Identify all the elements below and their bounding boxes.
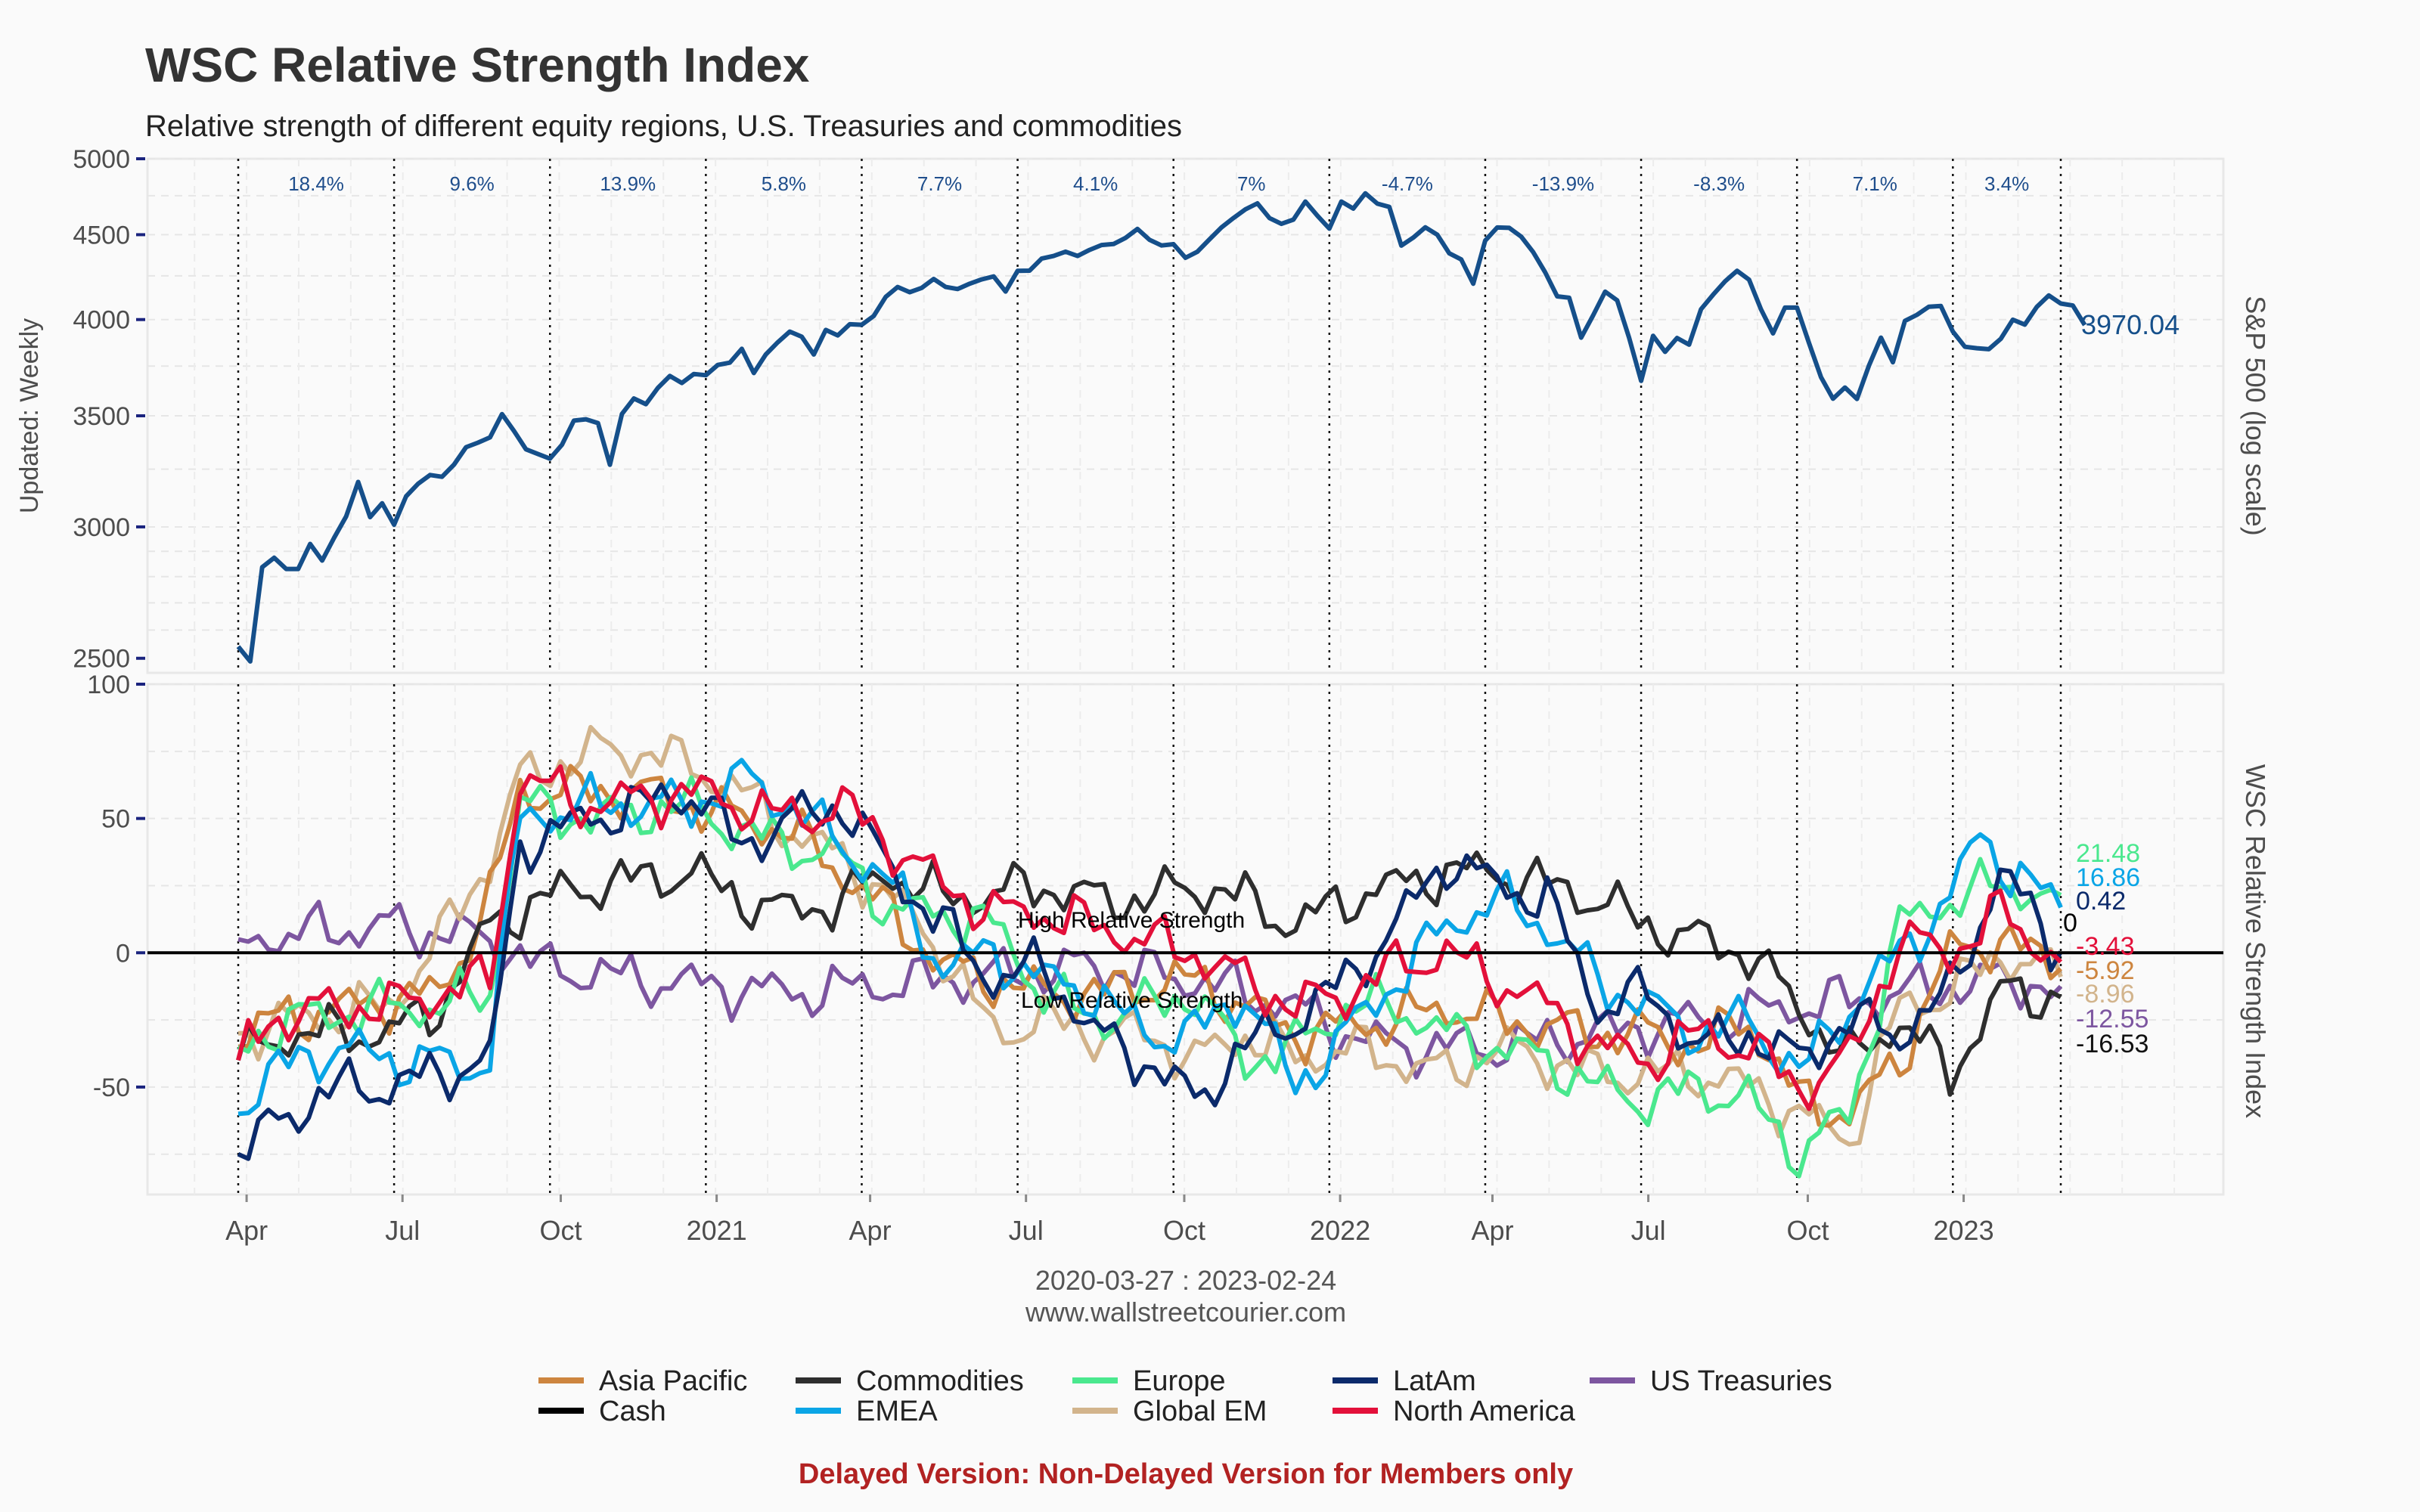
quarter-return-label: 9.6%: [450, 172, 495, 195]
x-tick-label: Oct: [1163, 1215, 1205, 1246]
low-strength-annotation: Low Relative Strength: [1021, 988, 1243, 1013]
chart-title: WSC Relative Strength Index: [145, 38, 810, 92]
x-tick-label: Apr: [849, 1215, 892, 1246]
x-tick-label: Oct: [1786, 1215, 1829, 1246]
y-tick-label: 5000: [73, 145, 130, 174]
last-value-europe: 21.48: [2076, 839, 2140, 868]
last-value-north-america: -3.43: [2076, 932, 2135, 961]
series-line-europe: [237, 775, 2062, 1179]
x-tick-label: Jul: [385, 1215, 420, 1246]
panel-background: [146, 683, 2225, 1196]
high-strength-annotation: High Relative Strength: [1018, 908, 1245, 933]
rsi-panel: -50 0 50 100 High Relative Strength Low Relat…: [87, 671, 2225, 1196]
quarter-return-label: 13.9%: [600, 172, 656, 195]
bottom-y-title: WSC Relative Strength Index: [2240, 764, 2271, 1118]
series-line-north-america: [236, 764, 2063, 1111]
quarter-return-label: 7.1%: [1853, 172, 1897, 195]
y-tick-label: 4500: [73, 221, 130, 249]
quarter-return-label: 4.1%: [1073, 172, 1118, 195]
y-tick-label: 3500: [73, 402, 130, 431]
y-tick-label: 2500: [73, 645, 130, 674]
quarter-return-label: -4.7%: [1382, 172, 1433, 195]
quarter-return-label: 7%: [1237, 172, 1266, 195]
x-tick-label: 2022: [1310, 1215, 1370, 1246]
quarter-return-label: -8.3%: [1693, 172, 1745, 195]
x-tick-label: Jul: [1631, 1215, 1666, 1246]
x-axis: Apr Jul Oct 2021 Apr Jul Oct 2022 Apr Jul Oct 2023: [225, 1194, 1994, 1246]
legend-label: EMEA: [856, 1396, 938, 1427]
last-value-cash: 0: [2063, 909, 2077, 937]
last-value-asia-pacific: -5.92: [2076, 956, 2135, 985]
quarter-return-label: 3.4%: [1984, 172, 2029, 195]
legend-label: North America: [1393, 1396, 1576, 1427]
quarter-return-label: -13.9%: [1532, 172, 1594, 195]
sp500-last-value: 3970.04: [2081, 309, 2180, 340]
x-tick-label: Apr: [225, 1215, 268, 1246]
y-tick-label: 50: [101, 805, 130, 834]
series-line-latam: [237, 782, 2063, 1161]
last-value-us-treasuries: -12.55: [2076, 1005, 2149, 1033]
legend-label: LatAm: [1393, 1365, 1476, 1397]
chart-subtitle: Relative strength of different equity re…: [145, 110, 1182, 143]
x-tick-label: Apr: [1471, 1215, 1513, 1246]
legend: Asia Pacific Commodities Europe LatAm US Tre…: [538, 1365, 1832, 1427]
y-tick-label: -50: [93, 1074, 130, 1102]
series-line-us-treasuries: [237, 900, 2063, 1080]
sp500-line: [236, 191, 2087, 664]
top-y-title: S&P 500 (log scale): [2240, 296, 2271, 536]
legend-label: Global EM: [1133, 1396, 1267, 1427]
members-notice: Delayed Version: Non-Delayed Version for…: [799, 1458, 1573, 1490]
last-value-emea: 16.86: [2076, 863, 2140, 892]
website-caption: www.wallstreetcourier.com: [1025, 1297, 1346, 1328]
last-value-commodities: -16.53: [2076, 1030, 2149, 1058]
y-tick-label: 3000: [73, 513, 130, 542]
series-line-commodities: [236, 850, 2062, 1097]
last-value-global-em: -8.96: [2076, 980, 2135, 1009]
quarter-return-label: 18.4%: [288, 172, 344, 195]
legend-label: US Treasuries: [1650, 1365, 1832, 1397]
quarter-return-label: 5.8%: [762, 172, 806, 195]
y-tick-label: 0: [116, 939, 130, 968]
x-tick-label: Jul: [1009, 1215, 1044, 1246]
x-tick-label: 2021: [687, 1215, 747, 1246]
legend-label: Commodities: [856, 1365, 1024, 1397]
y-tick-label: 100: [87, 671, 130, 699]
legend-label: Cash: [599, 1396, 666, 1427]
y-tick-label: 4000: [73, 306, 130, 335]
date-range-caption: 2020-03-27 : 2023-02-24: [1035, 1265, 1336, 1296]
sp500-panel: 18.4% 9.6% 13.9% 5.8% 7.7% 4.1% 7% -4.7% -13.9% -…: [73, 145, 2225, 674]
legend-label: Europe: [1133, 1365, 1226, 1397]
x-tick-label: 2023: [1934, 1215, 1994, 1246]
legend-label: Asia Pacific: [599, 1365, 747, 1397]
last-value-latam: 0.42: [2076, 887, 2126, 916]
quarter-return-label: 7.7%: [917, 172, 962, 195]
updated-label: Updated: Weekly: [15, 318, 44, 513]
x-tick-label: Oct: [539, 1215, 582, 1246]
